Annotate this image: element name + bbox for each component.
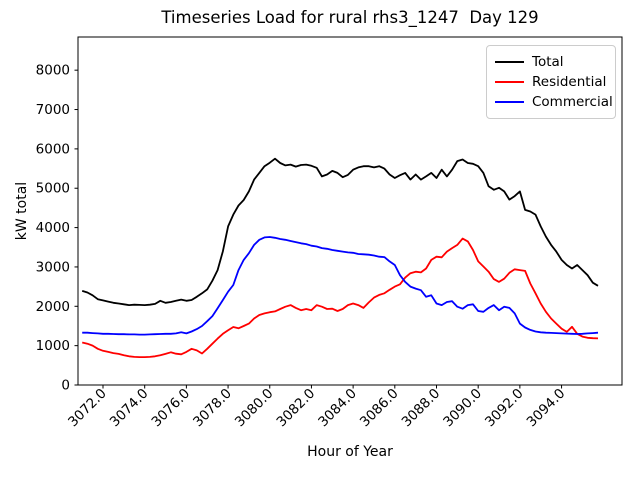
legend-line-total-icon [495, 61, 524, 63]
y-tick-label: 7000 [36, 102, 70, 118]
y-tick-label: 2000 [36, 299, 70, 315]
legend-label-commercial: Commercial [532, 94, 613, 110]
y-tick-label: 6000 [36, 141, 70, 157]
x-tick-label: 3072.0 [65, 386, 110, 431]
legend-label-total: Total [532, 54, 564, 70]
x-tick-label: 3082.0 [274, 386, 319, 431]
y-tick-label: 0 [61, 378, 70, 394]
legend-item-commercial: Commercial [495, 92, 613, 112]
series-line-commercial [82, 236, 599, 336]
x-axis-label: Hour of Year [307, 444, 393, 460]
y-tick-label: 4000 [36, 220, 70, 236]
x-tick-label: 3080.0 [232, 386, 277, 431]
legend-item-residential: Residential [495, 72, 607, 92]
x-tick-label: 3090.0 [440, 386, 485, 431]
x-tick-label: 3084.0 [315, 386, 360, 431]
x-tick-label: 3086.0 [357, 386, 402, 431]
x-tick-label: 3094.0 [524, 386, 569, 431]
series-line-residential [81, 237, 599, 359]
legend-item-total: Total [495, 52, 607, 72]
x-tick-label: 3078.0 [190, 386, 235, 431]
legend-line-commercial-icon [495, 101, 524, 103]
legend: Total Residential Commercial [486, 45, 616, 119]
y-tick-label: 8000 [36, 63, 70, 79]
x-tick-label: 3092.0 [482, 386, 527, 431]
legend-label-residential: Residential [532, 74, 607, 90]
chart-title: Timeseries Load for rural rhs3_1247 Day … [161, 8, 539, 27]
y-tick-label: 5000 [36, 181, 70, 197]
series-line-total [81, 157, 599, 307]
y-tick-label: 1000 [36, 338, 70, 354]
y-tick-label: 3000 [36, 259, 70, 275]
x-tick-label: 3088.0 [399, 386, 444, 431]
legend-line-residential-icon [495, 81, 524, 83]
x-tick-label: 3076.0 [148, 386, 193, 431]
axes-spines [77, 36, 623, 386]
y-axis-label: kW total [14, 181, 30, 241]
x-tick-label: 3074.0 [107, 386, 152, 431]
